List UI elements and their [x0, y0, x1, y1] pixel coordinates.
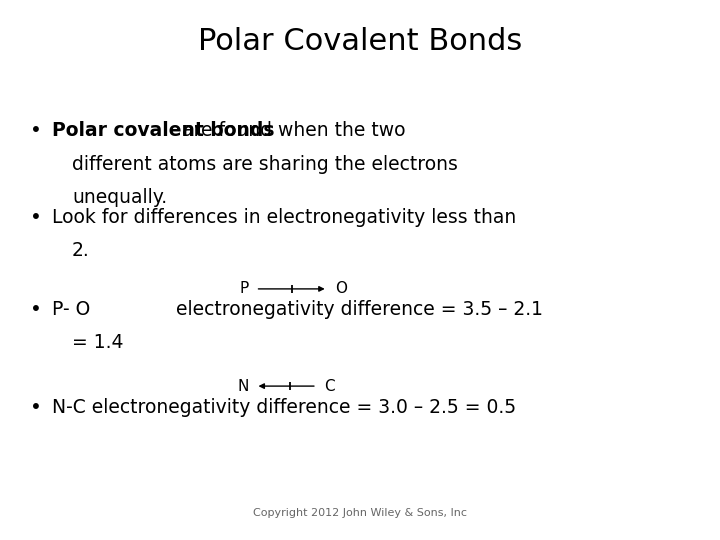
Text: N: N [237, 379, 248, 394]
Text: Copyright 2012 John Wiley & Sons, Inc: Copyright 2012 John Wiley & Sons, Inc [253, 508, 467, 518]
Text: C: C [324, 379, 335, 394]
Text: electronegativity difference = 3.5 – 2.1: electronegativity difference = 3.5 – 2.1 [176, 300, 544, 319]
Text: different atoms are sharing the electrons: different atoms are sharing the electron… [72, 155, 458, 174]
Text: 2.: 2. [72, 241, 90, 260]
Text: •: • [30, 208, 42, 227]
Text: are found when the two: are found when the two [176, 122, 405, 140]
Text: •: • [30, 300, 42, 319]
Text: Look for differences in electronegativity less than: Look for differences in electronegativit… [52, 208, 516, 227]
Text: •: • [30, 122, 42, 140]
Text: Polar covalent bonds: Polar covalent bonds [52, 122, 274, 140]
Text: Polar Covalent Bonds: Polar Covalent Bonds [198, 27, 522, 56]
Text: N-C electronegativity difference = 3.0 – 2.5 = 0.5: N-C electronegativity difference = 3.0 –… [52, 398, 516, 417]
Text: O: O [335, 281, 347, 296]
Text: unequally.: unequally. [72, 188, 167, 207]
Text: •: • [30, 398, 42, 417]
Text: P- O: P- O [52, 300, 90, 319]
Text: = 1.4: = 1.4 [72, 333, 124, 352]
Text: P: P [239, 281, 248, 296]
